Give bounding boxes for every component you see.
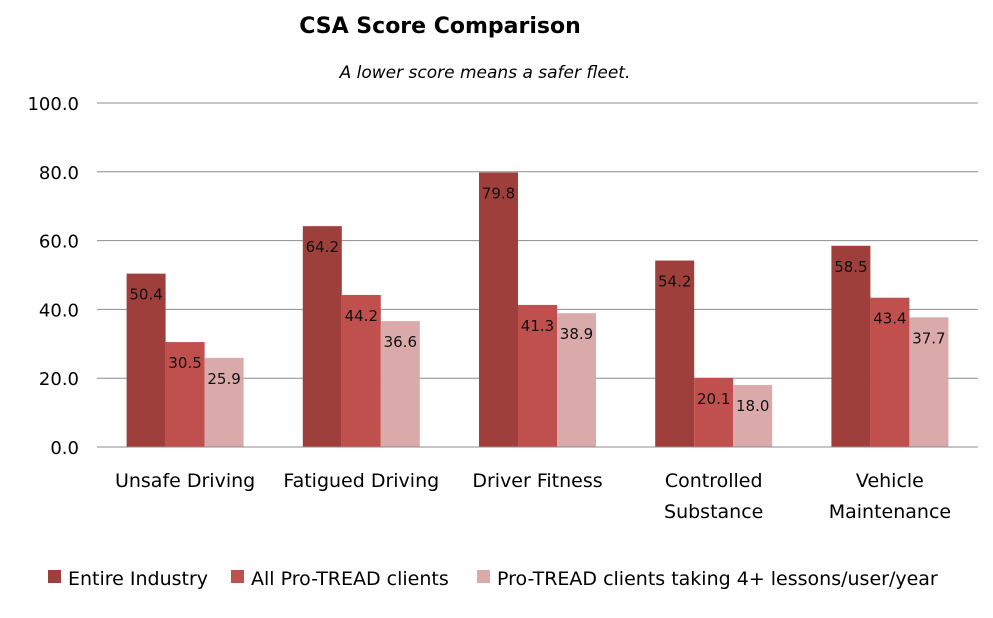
data-label: 41.3 [521,317,554,335]
bar [831,245,871,447]
x-tick-label: Substance [664,501,763,523]
bar [380,321,420,447]
bar [479,172,518,447]
legend-label: Pro-TREAD clients taking 4+ lessons/user… [497,568,938,590]
bars [126,172,949,447]
bar [733,385,773,447]
legend: Entire Industry All Pro-TREAD clients Pro-… [48,568,938,590]
data-label: 36.6 [384,333,417,351]
data-label: 38.9 [560,325,593,343]
legend-swatch [477,570,490,583]
legend-swatch [231,570,244,583]
x-tick-label: Unsafe Driving [115,470,255,492]
y-axis: 0.0 20.0 40.0 60.0 80.0 100.0 [27,94,79,459]
y-tick-label: 100.0 [27,94,79,115]
x-tick-label: Vehicle [856,470,924,492]
y-tick-label: 80.0 [39,163,79,184]
data-label: 25.9 [207,370,240,388]
data-label: 37.7 [912,329,945,347]
data-label: 58.5 [834,258,867,276]
x-tick-label: Fatigued Driving [283,470,439,492]
bar [655,260,695,447]
data-label: 20.1 [697,390,730,408]
y-tick-label: 60.0 [39,232,79,253]
bar [909,317,949,447]
bar [557,313,596,447]
data-label: 44.2 [345,307,378,325]
data-label: 50.4 [129,286,162,304]
y-tick-label: 40.0 [39,300,79,321]
bar [165,342,205,447]
x-tick-label: Controlled [665,470,763,492]
data-label: 54.2 [658,273,691,291]
bar [341,294,381,447]
legend-swatch [48,570,61,583]
data-label: 30.5 [168,354,201,372]
legend-label: Entire Industry [68,568,208,590]
bar [870,297,910,447]
legend-label: All Pro-TREAD clients [251,568,449,590]
grid-lines [97,102,978,379]
y-tick-label: 20.0 [39,369,79,390]
chart-subtitle: A lower score means a safer fleet. [339,63,631,83]
x-tick-label: Driver Fitness [472,470,602,492]
bar [204,357,244,447]
data-label: 64.2 [306,238,339,256]
x-tick-label: Maintenance [829,501,951,523]
x-axis: Unsafe Driving Fatigued Driving Driver Fit… [115,470,951,523]
chart-title: CSA Score Comparison [299,14,581,39]
data-label: 18.0 [736,397,769,415]
data-labels: 50.4 30.5 25.9 64.2 44.2 36.6 79.8 41.3 38.9 54.2… [129,184,945,415]
bar [694,377,734,447]
y-tick-label: 0.0 [50,438,79,459]
bar [518,304,557,447]
data-label: 79.8 [482,184,515,202]
bar [302,226,342,447]
bar [126,273,166,447]
data-label: 43.4 [873,310,906,328]
